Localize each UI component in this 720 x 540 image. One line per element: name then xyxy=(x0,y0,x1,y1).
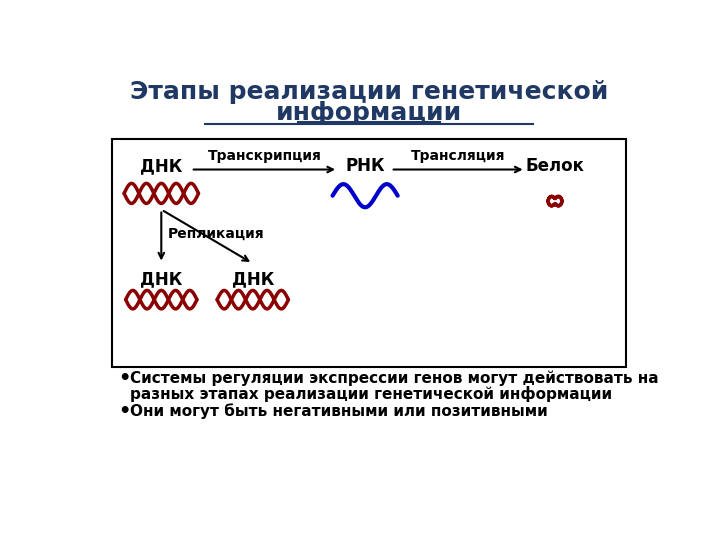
Text: информации: информации xyxy=(276,100,462,125)
Text: разных этапах реализации генетической информации: разных этапах реализации генетической ин… xyxy=(130,386,613,402)
Text: Этапы реализации генетической: Этапы реализации генетической xyxy=(130,80,608,104)
Bar xyxy=(112,139,626,367)
Text: ДНК: ДНК xyxy=(232,270,274,288)
Text: ДНК: ДНК xyxy=(140,270,182,288)
Text: Транскрипция: Транскрипция xyxy=(207,150,321,164)
Text: •: • xyxy=(118,369,130,388)
Text: РНК: РНК xyxy=(346,158,385,176)
Text: •: • xyxy=(118,402,130,421)
Text: Белок: Белок xyxy=(526,158,585,176)
Text: ДНК: ДНК xyxy=(140,158,182,176)
Text: Они могут быть негативными или позитивными: Они могут быть негативными или позитивны… xyxy=(130,403,548,419)
Text: Системы регуляции экспрессии генов могут действовать на: Системы регуляции экспрессии генов могут… xyxy=(130,370,659,386)
Text: Репликация: Репликация xyxy=(168,227,264,241)
Text: Трансляция: Трансляция xyxy=(411,150,505,164)
